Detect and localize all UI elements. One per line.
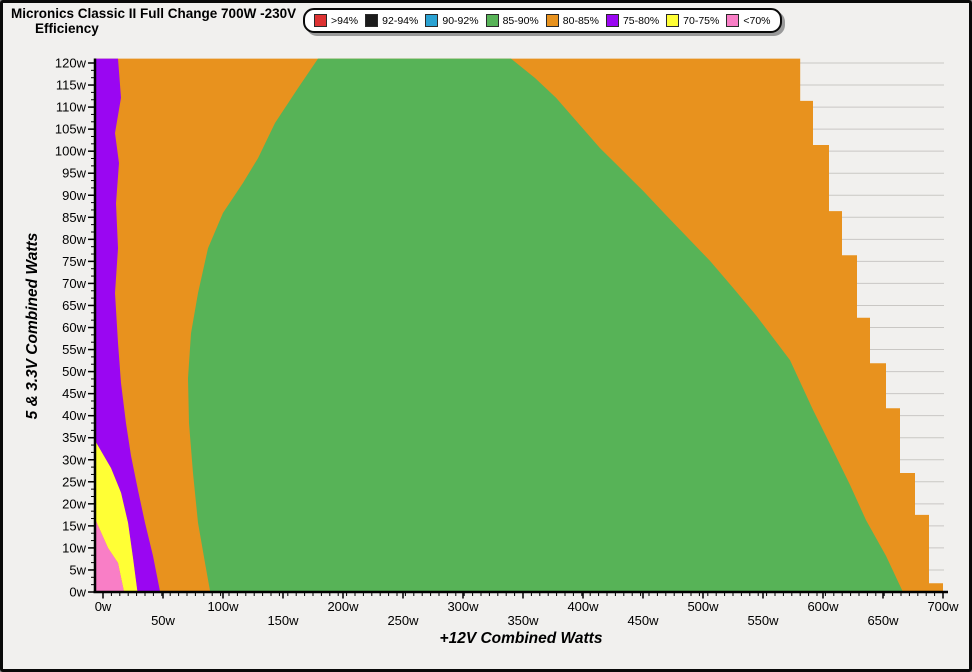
svg-text:40w: 40w (62, 408, 86, 423)
legend-item: 75-80% (605, 14, 660, 27)
chart-title: Micronics Classic II Full Change 700W -2… (11, 6, 296, 36)
y-axis-labels: 0w 5w 10w 15w 20w 25w 30w 35w 40w 45w 50w 55w 60w 65w… (55, 56, 87, 600)
svg-text:5w: 5w (69, 562, 86, 577)
svg-text:600w: 600w (807, 599, 839, 614)
svg-text:35w: 35w (62, 430, 86, 445)
svg-text:650w: 650w (867, 613, 899, 628)
svg-text:80w: 80w (62, 232, 86, 247)
svg-text:75w: 75w (62, 254, 86, 269)
legend-label: 92-94% (382, 14, 419, 27)
efficiency-chart: 0w 50w 100w 150w 200w 250w 300w 350w 400w 450w 500… (24, 56, 959, 647)
svg-text:85w: 85w (62, 210, 86, 225)
svg-text:150w: 150w (267, 613, 299, 628)
legend: >94% 92-94% 90-92% 85-90% 80-85% 75-80% 70-75%… (303, 8, 782, 33)
efficiency-regions (95, 58, 943, 592)
svg-text:25w: 25w (62, 474, 86, 489)
legend-swatch-icon (425, 14, 439, 27)
legend-swatch-icon (365, 14, 379, 27)
svg-text:50w: 50w (151, 613, 175, 628)
svg-text:300w: 300w (447, 599, 479, 614)
svg-text:500w: 500w (687, 599, 719, 614)
svg-text:45w: 45w (62, 386, 86, 401)
svg-text:100w: 100w (207, 599, 239, 614)
svg-text:450w: 450w (627, 613, 659, 628)
svg-text:115w: 115w (56, 78, 87, 93)
y-axis-ticks (88, 62, 95, 593)
legend-item: 70-75% (666, 14, 719, 27)
x-axis-labels: 0w 50w 100w 150w 200w 250w 300w 350w 400w 450w 500… (95, 599, 959, 628)
svg-text:20w: 20w (62, 496, 86, 511)
svg-text:70w: 70w (62, 276, 86, 291)
svg-text:105w: 105w (55, 122, 87, 137)
svg-text:10w: 10w (62, 540, 86, 555)
chart-title-line1: Micronics Classic II Full Change 700W -2… (11, 6, 297, 21)
legend-item: 90-92% (425, 14, 479, 27)
chart-title-line2: Efficiency (35, 21, 99, 36)
legend-swatch-icon (545, 14, 559, 27)
region-7580 (95, 58, 161, 592)
svg-text:120w: 120w (55, 56, 87, 71)
legend-label: 70-75% (683, 14, 720, 27)
legend-swatch-icon (666, 14, 680, 27)
svg-text:30w: 30w (62, 452, 86, 467)
svg-text:400w: 400w (567, 599, 599, 614)
svg-text:700w: 700w (927, 599, 959, 614)
legend-label: >94% (331, 14, 359, 27)
svg-text:60w: 60w (62, 320, 86, 335)
region-7075 (95, 440, 138, 592)
legend-swatch-icon (314, 14, 327, 27)
legend-label: <70% (743, 14, 771, 27)
region-70 (95, 518, 125, 592)
svg-text:65w: 65w (62, 298, 86, 313)
legend-label: 90-92% (442, 14, 479, 27)
legend-item: >94% (314, 14, 358, 27)
legend-item: <70% (726, 14, 771, 27)
svg-text:55w: 55w (62, 342, 86, 357)
legend-swatch-icon (605, 14, 619, 27)
legend-item: 92-94% (365, 14, 418, 27)
svg-text:250w: 250w (387, 613, 419, 628)
legend-item: 80-85% (545, 14, 599, 27)
svg-text:550w: 550w (747, 613, 779, 628)
svg-text:50w: 50w (62, 364, 86, 379)
svg-text:350w: 350w (507, 613, 539, 628)
svg-text:15w: 15w (62, 518, 86, 533)
region-8590 (188, 58, 903, 592)
legend-label: 80-85% (562, 14, 599, 27)
svg-text:100w: 100w (55, 144, 87, 159)
legend-swatch-icon (485, 14, 499, 27)
svg-text:110w: 110w (56, 100, 87, 115)
legend-label: 75-80% (622, 14, 660, 27)
svg-text:200w: 200w (327, 599, 359, 614)
svg-text:0w: 0w (95, 599, 112, 614)
svg-text:95w: 95w (62, 166, 86, 181)
x-axis-ticks (102, 592, 944, 599)
legend-label: 85-90% (502, 14, 539, 27)
legend-swatch-icon (726, 14, 740, 27)
svg-text:90w: 90w (62, 188, 86, 203)
y-axis-title: 5 & 3.3V Combined Watts (24, 232, 41, 419)
x-axis-title: +12V Combined Watts (440, 630, 603, 647)
svg-text:0w: 0w (69, 585, 86, 600)
legend-item: 85-90% (485, 14, 539, 27)
